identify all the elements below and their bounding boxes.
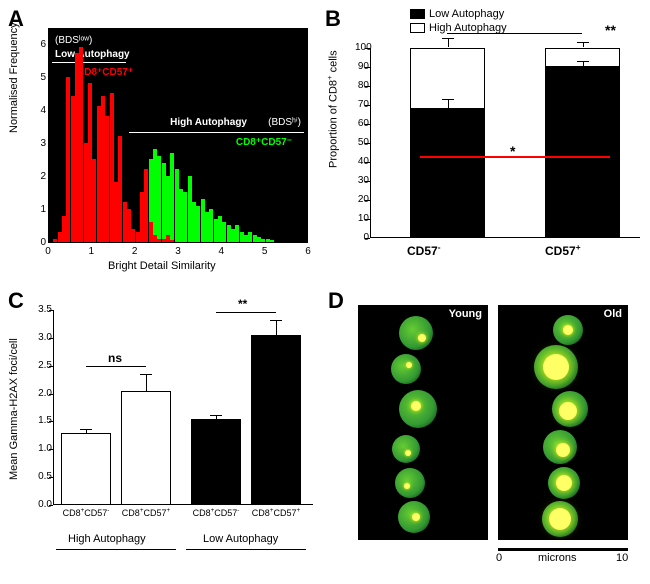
foci (559, 402, 577, 420)
a-xtick: 2 (130, 246, 140, 257)
sig-label-mid: * (510, 143, 515, 159)
scale-unit: microns (538, 552, 577, 564)
legend-low-text: Low Autophagy (429, 8, 504, 20)
a-ytick: 6 (36, 39, 46, 50)
b-yaxis (370, 48, 371, 238)
stacked-bar-0 (410, 48, 485, 238)
cell (395, 468, 425, 498)
a-xtick: 6 (303, 246, 313, 257)
panel-c-plot: ns** (53, 310, 313, 505)
foci (563, 325, 573, 335)
b-cat-1: CD57+ (545, 242, 581, 258)
young-title: Young (449, 308, 482, 320)
micrograph-old: Old (498, 305, 628, 540)
panel-c-label: C (8, 288, 24, 314)
c-sig-line (86, 366, 146, 367)
panel-b-plot (370, 48, 640, 238)
a-ytick: 3 (36, 138, 46, 149)
cd8-cd57-pos-label: CD8⁺CD57⁺ (77, 67, 133, 78)
bds-hi-label: (BDSʰⁱ) (268, 117, 301, 128)
c-sig-label: ** (238, 297, 247, 311)
high-autophagy-label: High Autophagy (170, 117, 247, 128)
old-title: Old (604, 308, 622, 320)
scale-max: 10 (616, 552, 628, 564)
panel-b: B Low Autophagy High Autophagy Proportio… (325, 8, 645, 278)
c-yaxis (53, 310, 54, 505)
c-bar-2 (191, 419, 241, 505)
c-bar-0 (61, 433, 111, 505)
cd8-cd57-neg-label: CD8⁺CD57⁻ (236, 137, 292, 148)
a-xtick: 5 (260, 246, 270, 257)
cell (392, 435, 420, 463)
c-bar-label: CD8+CD57- (186, 507, 246, 518)
sig-label-top: ** (605, 22, 616, 38)
panel-d-label: D (328, 288, 344, 314)
c-group-line-0 (56, 549, 176, 550)
foci (405, 450, 411, 456)
foci (406, 362, 412, 368)
a-xtick: 3 (173, 246, 183, 257)
panel-a-plot: (BDSˡᵒʷ) Low Autophagy CD8⁺CD57⁺ High Au… (48, 28, 308, 243)
a-ytick: 1 (36, 204, 46, 215)
foci (556, 475, 572, 491)
c-sig-line (216, 312, 276, 313)
cell (391, 354, 421, 384)
c-bar-3 (251, 335, 301, 505)
a-ytick: 2 (36, 171, 46, 182)
c-bar-label: CD8+CD57+ (246, 507, 306, 518)
a-ytick: 5 (36, 72, 46, 83)
scale-min: 0 (496, 552, 502, 564)
a-ytick: 4 (36, 105, 46, 116)
bds-low-label: (BDSˡᵒʷ) (55, 35, 92, 46)
panel-b-ylabel: Proportion of CD8+ cells (325, 50, 340, 168)
c-group-1: Low Autophagy (203, 533, 278, 545)
foci (418, 334, 426, 342)
panel-a-xlabel: Bright Detail Similarity (108, 260, 216, 272)
panel-a-ylabel: Normalised Frequency (8, 22, 20, 133)
high-range-line (129, 132, 304, 133)
c-group-0: High Autophagy (68, 533, 146, 545)
foci (549, 508, 571, 530)
micrograph-young: Young (358, 305, 488, 540)
a-xtick: 0 (43, 246, 53, 257)
stacked-bar-1 (545, 48, 620, 238)
panel-b-label: B (325, 6, 341, 32)
scale-bar (498, 548, 628, 551)
low-autophagy-label: Low Autophagy (55, 49, 130, 60)
hist-bar-green (270, 240, 274, 242)
panel-d: D Young Old 0 microns 10 (328, 290, 643, 575)
panel-c: C Mean Gamma-H2AX foci/cell ns** High Au… (8, 290, 318, 575)
panel-a: A Normalised Frequency Bright Detail Sim… (8, 8, 313, 278)
panel-c-ylabel: Mean Gamma-H2AX foci/cell (8, 338, 20, 480)
foci (412, 513, 420, 521)
c-bar-label: CD8+CD57+ (116, 507, 176, 518)
foci (411, 401, 421, 411)
foci (543, 354, 569, 380)
foci (556, 443, 570, 457)
cell (399, 316, 433, 350)
c-group-line-1 (186, 549, 306, 550)
foci (404, 483, 410, 489)
legend-low: Low Autophagy (410, 8, 504, 20)
c-sig-label: ns (108, 351, 122, 365)
a-xtick: 1 (86, 246, 96, 257)
b-cat-0: CD57- (407, 242, 440, 258)
figure-grid: A Normalised Frequency Bright Detail Sim… (0, 0, 650, 584)
sig-line-top (447, 33, 582, 34)
a-xtick: 4 (216, 246, 226, 257)
c-bar-label: CD8+CD57- (56, 507, 116, 518)
seg-low (546, 66, 619, 237)
low-range-line (52, 62, 126, 63)
hist-bar-red (170, 240, 174, 242)
seg-low (411, 108, 484, 237)
c-bar-1 (121, 391, 171, 505)
